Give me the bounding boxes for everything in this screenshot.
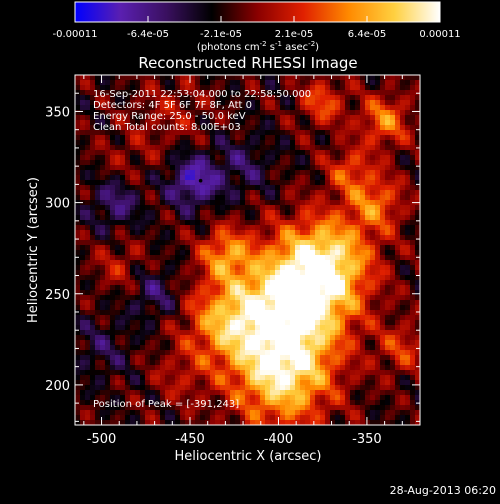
colorbar-tick-label: 6.4e-05 xyxy=(348,29,386,40)
x-tick-label: -400 xyxy=(264,432,294,447)
annotation-time-range: 16-Sep-2011 22:53:04.000 to 22:58:50.000 xyxy=(93,89,311,100)
colorbar-tick-label: -2.1e-05 xyxy=(200,29,242,40)
colorbar-ticks xyxy=(74,16,441,22)
y-tick-label: 350 xyxy=(45,105,70,120)
colorbar-tick-labels: -0.00011 -6.4e-05 -2.1e-05 2.1e-05 6.4e-05 0.… xyxy=(53,29,461,40)
x-axis-label: Heliocentric X (arcsec) xyxy=(175,449,322,464)
annotation-detectors: Detectors: 4F 5F 6F 7F 8F, Att 0 xyxy=(93,100,252,111)
colorbar-units: (photons cm-2 s-1 asec-2) xyxy=(197,40,319,53)
footer-timestamp: 28-Aug-2013 06:20 xyxy=(390,484,496,497)
y-axis-label: Heliocentric Y (arcsec) xyxy=(26,177,41,323)
colorbar-tick-label: 0.00011 xyxy=(419,29,460,40)
info-annotations: 16-Sep-2011 22:53:04.000 to 22:58:50.000… xyxy=(93,89,311,410)
source-marker xyxy=(198,178,203,183)
annotation-peak-position: Position of Peak = [-391,243] xyxy=(93,399,239,410)
x-tick-label: -350 xyxy=(352,432,382,447)
annotation-energy: Energy Range: 25.0 - 50.0 keV xyxy=(93,111,246,122)
chart-title: Reconstructed RHESSI Image xyxy=(138,54,357,72)
y-tick-label: 300 xyxy=(45,197,70,212)
y-tick-label: 250 xyxy=(45,288,70,303)
colorbar xyxy=(74,1,441,23)
colorbar-tick-label: -0.00011 xyxy=(53,29,98,40)
y-axis-tick-labels: 200 250 300 350 xyxy=(45,105,70,393)
plot-frame xyxy=(74,74,421,426)
y-axis-ticks xyxy=(75,74,420,422)
colorbar-tick-label: 2.1e-05 xyxy=(275,29,313,40)
colorbar-tick-label: -6.4e-05 xyxy=(127,29,169,40)
x-tick-label: -450 xyxy=(175,432,205,447)
y-tick-label: 200 xyxy=(45,379,70,394)
x-tick-label: -500 xyxy=(87,432,117,447)
heatmap-image xyxy=(75,75,420,425)
x-axis-ticks xyxy=(83,75,421,425)
x-axis-tick-labels: -500 -450 -400 -350 xyxy=(87,432,382,447)
annotation-clean-counts: Clean Total counts: 8.00E+03 xyxy=(93,122,241,133)
